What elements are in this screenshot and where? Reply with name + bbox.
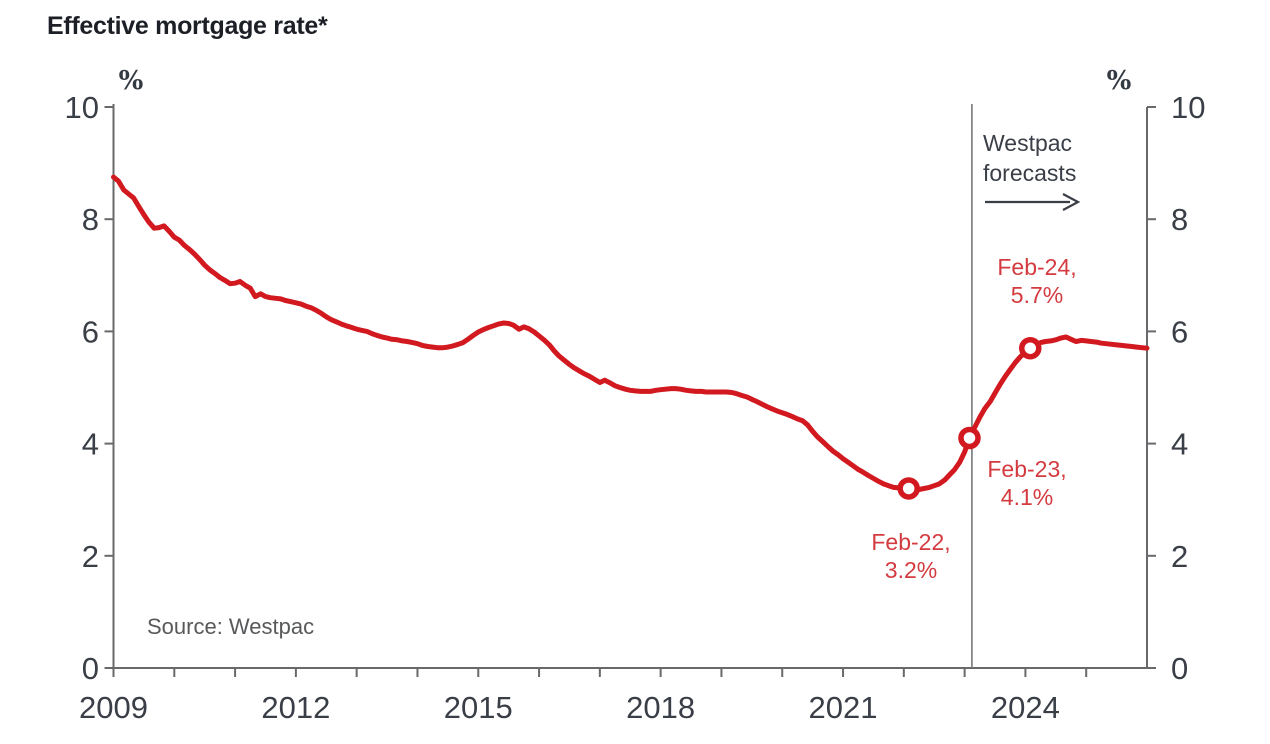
data-point-marker-feb-22 bbox=[897, 477, 920, 500]
y-tick-label-left-4: 4 bbox=[82, 427, 99, 462]
forecast-note-line1: Westpac bbox=[983, 130, 1073, 156]
y-tick-label-right-4: 4 bbox=[1171, 427, 1188, 462]
annotation-feb-23-line2: 4.1% bbox=[1000, 484, 1054, 510]
y-tick-label-left-8: 8 bbox=[82, 202, 99, 237]
y-tick-label-left-10: 10 bbox=[65, 90, 99, 125]
y-axis-unit-label-right: % bbox=[1106, 66, 1132, 96]
x-tick-label-2009: 2009 bbox=[79, 690, 148, 725]
forecast-arrow-head bbox=[1062, 193, 1081, 211]
x-tick-label-2021: 2021 bbox=[809, 690, 878, 725]
x-tick-label-2015: 2015 bbox=[444, 690, 513, 725]
x-tick-label-2024: 2024 bbox=[991, 690, 1060, 725]
y-tick-label-left-2: 2 bbox=[82, 539, 99, 574]
x-tick-label-2018: 2018 bbox=[626, 690, 695, 725]
y-tick-label-right-6: 6 bbox=[1171, 314, 1188, 349]
annotation-feb-23: Feb-23, 4.1% bbox=[947, 455, 1107, 511]
y-tick-label-right-0: 0 bbox=[1171, 651, 1188, 686]
forecast-note: Westpac forecasts bbox=[983, 128, 1076, 188]
annotation-feb-22-line2: 3.2% bbox=[884, 557, 938, 583]
source-note: Source: Westpac bbox=[147, 614, 315, 639]
forecast-note-line2: forecasts bbox=[983, 160, 1077, 186]
data-point-marker-feb-24 bbox=[1019, 336, 1042, 360]
annotation-feb-22-line1: Feb-22, bbox=[871, 529, 951, 555]
page-title: Effective mortgage rate* bbox=[47, 12, 328, 40]
y-tick-label-right-10: 10 bbox=[1171, 90, 1205, 125]
x-tick-label-2012: 2012 bbox=[261, 690, 330, 725]
y-tick-label-left-0: 0 bbox=[82, 651, 99, 686]
y-tick-label-right-8: 8 bbox=[1171, 202, 1188, 237]
annotation-feb-23-line1: Feb-23, bbox=[987, 456, 1067, 482]
annotation-feb-22: Feb-22, 3.2% bbox=[831, 528, 991, 584]
data-point-marker-feb-23 bbox=[958, 426, 981, 450]
y-axis-unit-label-left: % bbox=[118, 66, 144, 96]
annotation-feb-24-line1: Feb-24, bbox=[997, 254, 1077, 280]
mortgage-rate-line bbox=[111, 174, 1150, 493]
annotation-feb-24: Feb-24, 5.7% bbox=[957, 253, 1117, 309]
y-tick-label-right-2: 2 bbox=[1171, 539, 1188, 574]
y-tick-label-left-6: 6 bbox=[82, 314, 99, 349]
annotation-feb-24-line2: 5.7% bbox=[1010, 282, 1064, 308]
